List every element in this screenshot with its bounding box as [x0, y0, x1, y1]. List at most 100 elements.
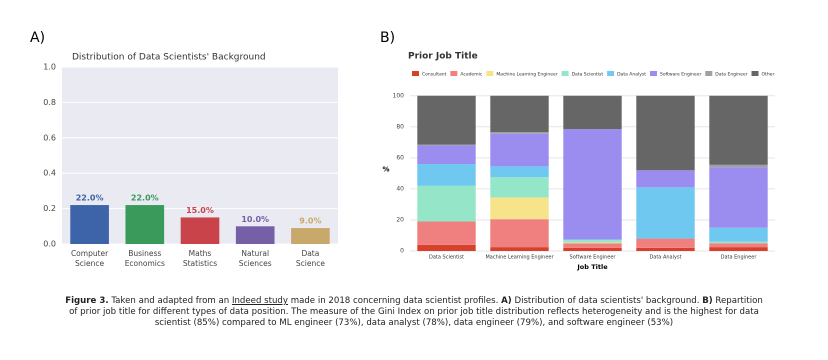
bar-segment	[709, 243, 768, 248]
y-tick-label: 0.6	[43, 133, 56, 142]
bar-segment	[563, 240, 622, 243]
x-tick-label: Data Engineer	[721, 255, 758, 261]
y-tick-label: 40	[396, 185, 404, 192]
chart-title: Distribution of Data Scientists' Backgro…	[72, 53, 266, 63]
bar-segment	[417, 244, 476, 251]
caption-text: Distribution of data scientists' backgro…	[511, 296, 703, 306]
bar	[235, 226, 275, 244]
legend-swatch	[450, 71, 458, 76]
bar-segment	[563, 239, 622, 241]
x-tick-label: Computer Science	[71, 249, 109, 268]
bar-segment	[490, 219, 549, 248]
bar	[70, 205, 109, 244]
bar-segment	[417, 144, 476, 146]
value-label: 15.0%	[186, 206, 214, 215]
x-tick-label: Data Science	[296, 249, 325, 268]
figure: A) Distribution of Data Scientists' Backg…	[30, 30, 775, 271]
y-tick-label: 1.0	[43, 63, 56, 72]
bar-segment	[636, 247, 695, 251]
y-tick-label: 0.0	[43, 240, 56, 249]
panel-label: A)	[30, 30, 45, 46]
x-tick-line: Data	[301, 249, 319, 258]
legend-swatch	[705, 71, 713, 76]
y-tick-label: 60	[396, 154, 404, 161]
caption-text: Repartition of prior job title for diffe…	[69, 296, 763, 328]
y-axis-label: %	[382, 166, 389, 174]
y-tick-label: 0	[400, 248, 404, 255]
bar-segment	[417, 221, 476, 245]
caption-panel: A)	[501, 296, 512, 306]
bar-segment	[563, 243, 622, 248]
bar	[180, 217, 220, 244]
legend-label: Other	[762, 72, 775, 78]
legend-label: Academic	[460, 72, 482, 78]
bar-segment	[490, 247, 549, 251]
value-label: 22.0%	[131, 194, 159, 203]
x-tick-label: Maths Statistics	[183, 249, 217, 268]
value-label: 10.0%	[241, 215, 269, 224]
x-tick-line: Business	[128, 249, 161, 258]
bar-segment	[490, 132, 549, 134]
value-label: 9.0%	[299, 217, 321, 226]
bar-segment	[417, 185, 476, 222]
x-tick-line: Science	[296, 259, 325, 268]
y-tick-label: 20	[396, 216, 404, 223]
chart-title: Prior Job Title	[408, 52, 478, 62]
x-tick-label: Software Engineer	[570, 255, 617, 261]
x-tick-line: Computer	[71, 249, 109, 258]
panel-label: B)	[380, 30, 395, 46]
legend-swatch	[561, 71, 569, 76]
x-tick-label: Natural Sciences	[239, 249, 272, 268]
bar-segment	[709, 164, 768, 168]
legend-label: Consultant	[422, 72, 447, 78]
bar-segment	[709, 95, 768, 165]
bar-segment	[636, 238, 695, 248]
bar-segment	[490, 133, 549, 167]
bar-segment	[417, 95, 476, 145]
x-tick-label: Business Economics	[125, 249, 165, 268]
bar-segment	[563, 242, 622, 244]
legend-label: Machine Learning Engineer	[496, 72, 557, 78]
bar-segment	[563, 247, 622, 251]
x-tick-line: Statistics	[183, 259, 217, 268]
legend-label: Data Engineer	[715, 72, 747, 78]
bar-segment	[490, 177, 549, 198]
x-tick-line: Natural	[241, 249, 269, 258]
bar-segment	[490, 197, 549, 220]
bar-segment	[709, 247, 768, 251]
legend-label: Data Scientist	[572, 72, 604, 78]
bar-segment	[636, 187, 695, 239]
bar-segment	[563, 129, 622, 240]
y-tick-label: 100	[393, 92, 405, 99]
legend-label: Software Engineer	[660, 72, 701, 78]
bar	[125, 205, 165, 244]
bar-segment	[636, 170, 695, 188]
x-tick-line: Sciences	[239, 259, 272, 268]
bar-segment	[709, 227, 768, 242]
caption-panel: B)	[702, 296, 713, 306]
caption-link[interactable]: Indeed study	[231, 296, 288, 306]
y-tick-label: 0.2	[43, 204, 56, 213]
y-tick-label: 80	[396, 123, 404, 130]
x-tick-line: Science	[75, 259, 104, 268]
legend-swatch	[751, 71, 759, 76]
x-tick-label: Data Analyst	[649, 255, 681, 261]
legend-swatch	[412, 71, 419, 76]
x-tick-line: Maths	[189, 249, 212, 258]
y-tick-label: 0.8	[43, 98, 56, 107]
caption-text: made in 2018 concerning data scientist p…	[287, 296, 502, 306]
bar-segment	[709, 167, 768, 228]
x-tick-label: Machine Learning Engineer	[485, 255, 554, 261]
legend-label: Data Analyst	[617, 72, 646, 78]
bar-segment	[490, 166, 549, 178]
legend-swatch	[486, 71, 494, 76]
x-tick-label: Data Scientist	[429, 255, 464, 261]
bar-segment	[417, 145, 476, 165]
bar-segment	[709, 241, 768, 244]
y-tick-label: 0.4	[43, 169, 56, 178]
bar	[291, 228, 330, 244]
bar-segment	[417, 164, 476, 186]
x-axis-label: Job Title	[576, 263, 608, 271]
caption-text: Taken and adapted from an	[108, 296, 232, 306]
